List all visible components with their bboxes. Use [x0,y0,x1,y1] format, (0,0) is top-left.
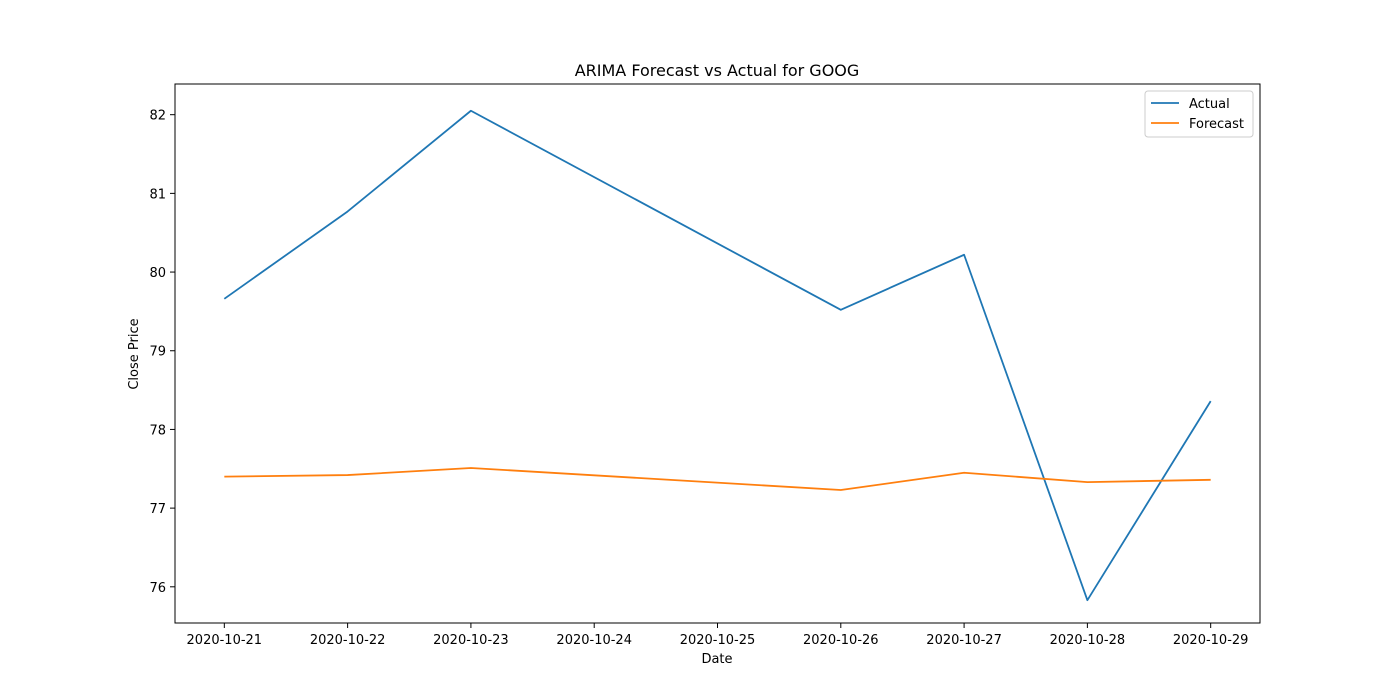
y-tick-label: 76 [149,581,166,596]
chart-title: ARIMA Forecast vs Actual for GOOG [575,61,860,80]
series-line-actual [223,109,1212,602]
y-tick-label: 81 [149,187,166,202]
y-tick-label: 80 [149,266,166,281]
y-tick-label: 82 [149,109,166,124]
x-tick-label: 2020-10-24 [556,633,632,648]
legend-label-forecast: Forecast [1189,117,1244,132]
x-tick-label: 2020-10-28 [1050,633,1126,648]
plot-area [175,84,1260,623]
x-tick-label: 2020-10-23 [433,633,509,648]
x-tick-label: 2020-10-22 [310,633,386,648]
y-tick-label: 78 [149,423,166,438]
x-axis-label: Date [701,652,732,667]
y-tick-label: 79 [149,345,166,360]
legend-label-actual: Actual [1189,97,1230,112]
y-tick-label: 77 [149,502,166,517]
x-tick-label: 2020-10-21 [187,633,263,648]
x-tick-label: 2020-10-25 [680,633,756,648]
plot-background [175,84,1260,623]
legend: Actual Forecast [1144,90,1254,138]
x-tick-label: 2020-10-27 [926,633,1002,648]
x-tick-label: 2020-10-29 [1173,633,1249,648]
series-line-forecast [224,467,1211,491]
axes-layer: 2020-10-21 2020-10-22 2020-10-23 2020-10-24… [149,83,1261,648]
x-tick-label: 2020-10-26 [803,633,879,648]
y-axis-label: Close Price [127,318,142,389]
series-layer [223,109,1212,602]
